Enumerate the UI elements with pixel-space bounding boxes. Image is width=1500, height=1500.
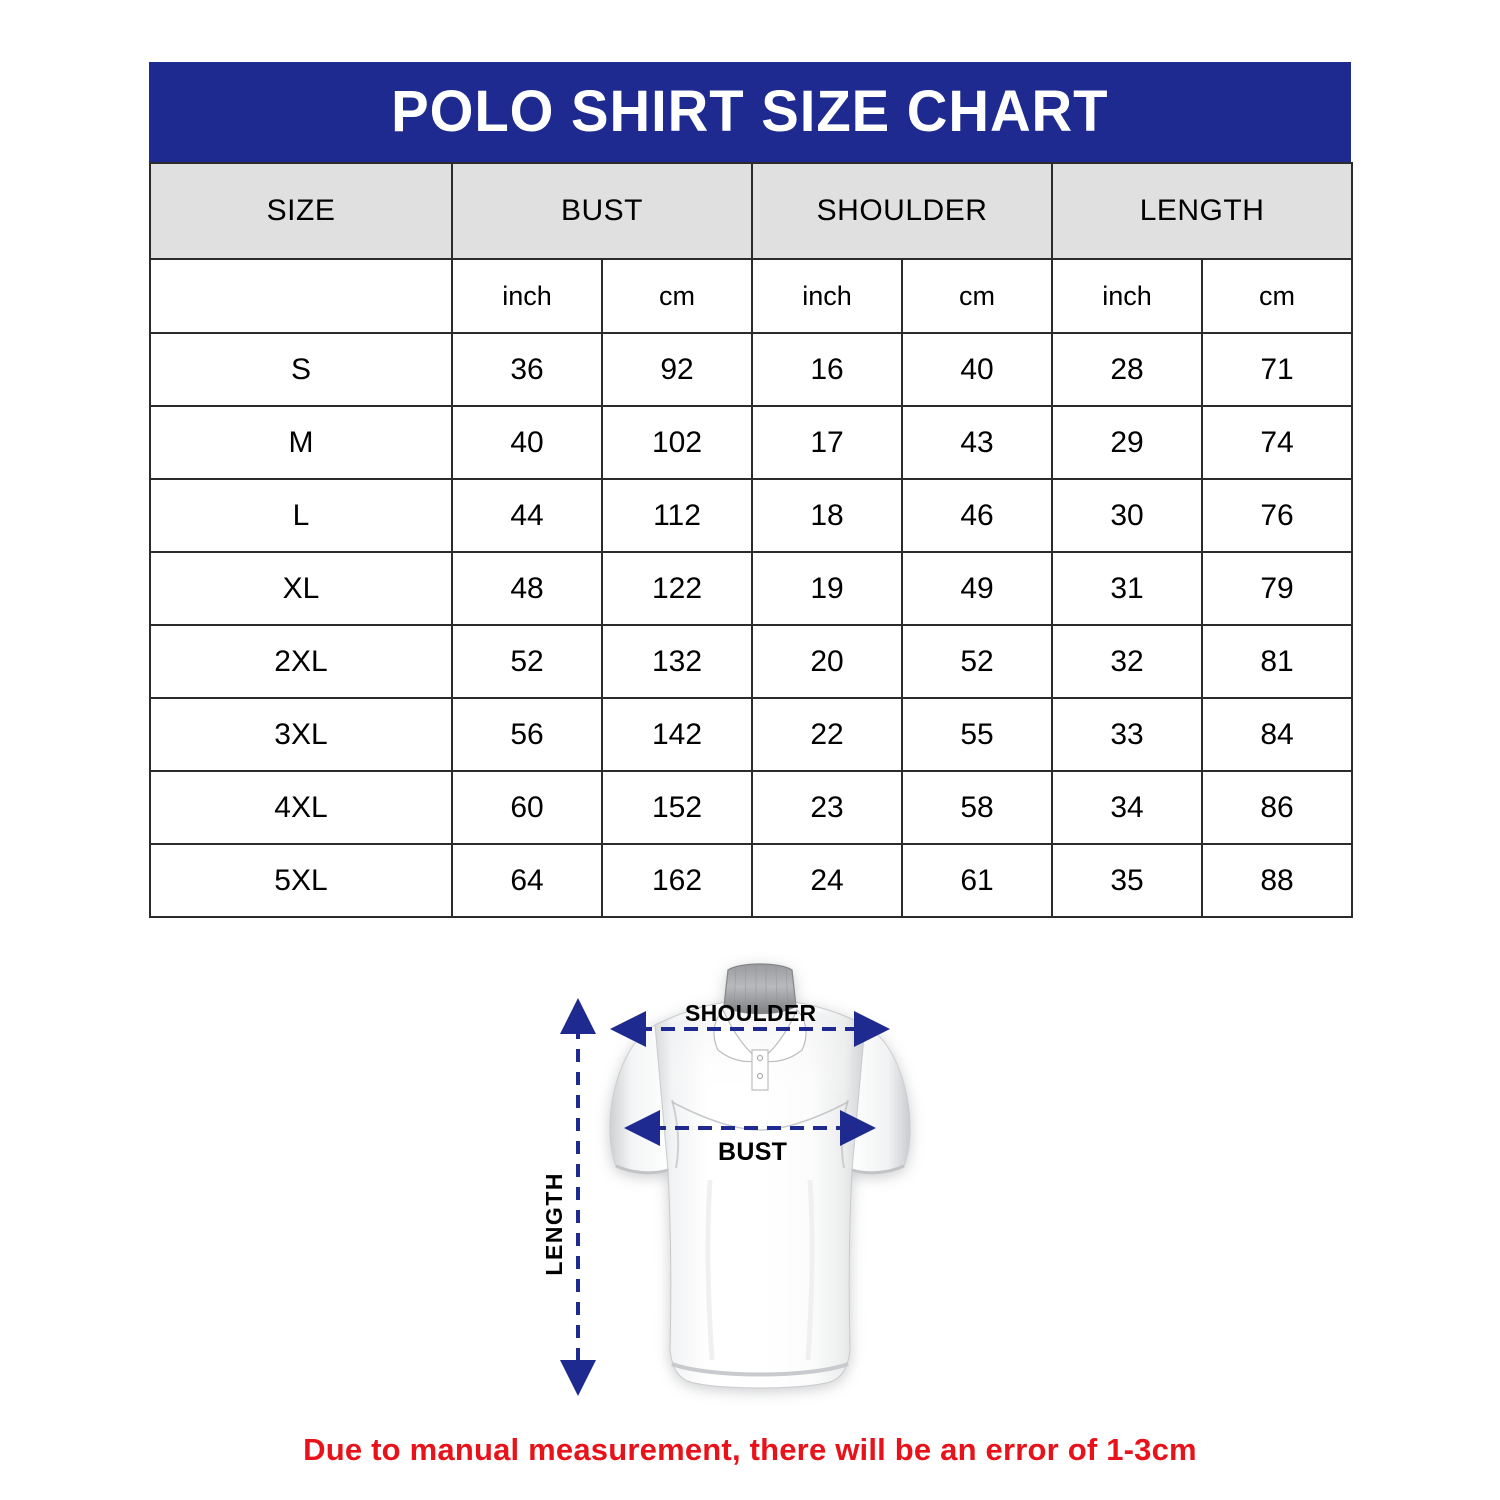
shoulder-label: SHOULDER (685, 1000, 817, 1026)
cell-shoulder-cm: 58 (901, 770, 1054, 845)
cell-length-cm: 76 (1201, 478, 1354, 553)
unit-header-shoulder-inch: inch (751, 258, 904, 334)
cell-bust-inch: 36 (451, 332, 603, 407)
cell-shoulder-inch: 18 (751, 478, 904, 553)
cell-shoulder-cm: 46 (901, 478, 1054, 553)
cell-bust-cm: 152 (600, 770, 754, 845)
button-top (756, 1054, 764, 1062)
table-row: 4XL 60 152 23 58 34 86 (149, 770, 1354, 845)
table-row: S 36 92 16 40 28 71 (149, 332, 1354, 407)
cell-shoulder-cm: 55 (901, 697, 1054, 772)
cell-shoulder-inch: 24 (751, 843, 904, 918)
cell-length-inch: 29 (1051, 405, 1204, 480)
cell-bust-cm: 92 (600, 332, 754, 407)
cell-length-inch: 35 (1051, 843, 1204, 918)
cell-bust-inch: 48 (451, 551, 603, 626)
cell-shoulder-inch: 20 (751, 624, 904, 699)
size-chart-table: SIZE BUST SHOULDER LENGTH inch cm inch c… (149, 162, 1354, 918)
fold-right (805, 1179, 815, 1361)
bottom-hem (671, 1362, 849, 1377)
unit-header-shoulder-cm: cm (901, 258, 1054, 334)
cell-shoulder-cm: 43 (901, 405, 1054, 480)
table-row: M 40 102 17 43 29 74 (149, 405, 1354, 480)
cell-size: 2XL (149, 624, 453, 699)
cell-length-cm: 81 (1201, 624, 1354, 699)
table-row: 3XL 56 142 22 55 33 84 (149, 697, 1354, 772)
table-row: L 44 112 18 46 30 76 (149, 478, 1354, 553)
size-chart-body: S 36 92 16 40 28 71 M 40 102 17 43 29 74… (149, 332, 1354, 918)
cell-bust-cm: 102 (600, 405, 754, 480)
cell-length-inch: 32 (1051, 624, 1204, 699)
cell-size: 4XL (149, 770, 453, 845)
cell-shoulder-cm: 61 (901, 843, 1054, 918)
cell-length-cm: 74 (1201, 405, 1354, 480)
shirt-body-group (609, 963, 911, 1389)
cell-bust-inch: 60 (451, 770, 603, 845)
cell-size: XL (149, 551, 453, 626)
cell-bust-inch: 64 (451, 843, 603, 918)
cell-length-inch: 28 (1051, 332, 1204, 407)
unit-header-length-inch: inch (1051, 258, 1204, 334)
cell-bust-inch: 56 (451, 697, 603, 772)
column-header-shoulder: SHOULDER (751, 162, 1054, 260)
size-chart-container: POLO SHIRT SIZE CHART SIZE BUST SHOULDER… (149, 62, 1354, 918)
cell-bust-inch: 44 (451, 478, 603, 553)
page-title: POLO SHIRT SIZE CHART (391, 79, 1109, 144)
table-row: 2XL 52 132 20 52 32 81 (149, 624, 1354, 699)
cell-shoulder-cm: 52 (901, 624, 1054, 699)
length-label: LENGTH (541, 1172, 567, 1276)
cell-shoulder-cm: 40 (901, 332, 1054, 407)
button-placket (751, 1049, 769, 1091)
cell-bust-cm: 142 (600, 697, 754, 772)
cell-bust-cm: 132 (600, 624, 754, 699)
cell-size: M (149, 405, 453, 480)
table-row: XL 48 122 19 49 31 79 (149, 551, 1354, 626)
measurement-diagram: SHOULDER BUST LENGTH (0, 950, 1500, 1420)
table-row: 5XL 64 162 24 61 35 88 (149, 843, 1354, 918)
cell-length-cm: 86 (1201, 770, 1354, 845)
cell-size: 5XL (149, 843, 453, 918)
cell-shoulder-inch: 22 (751, 697, 904, 772)
cell-length-cm: 79 (1201, 551, 1354, 626)
bust-label: BUST (718, 1138, 788, 1166)
cell-size: L (149, 478, 453, 553)
cell-size: 3XL (149, 697, 453, 772)
cell-bust-cm: 112 (600, 478, 754, 553)
cell-length-cm: 84 (1201, 697, 1354, 772)
cell-size: S (149, 332, 453, 407)
cell-bust-inch: 40 (451, 405, 603, 480)
cell-shoulder-inch: 19 (751, 551, 904, 626)
collar-ribbing (733, 964, 789, 1013)
fold-left (705, 1179, 715, 1361)
left-cuff (615, 1164, 669, 1175)
cell-shoulder-cm: 49 (901, 551, 1054, 626)
cell-length-inch: 31 (1051, 551, 1204, 626)
column-header-bust: BUST (450, 162, 754, 260)
cell-bust-cm: 162 (600, 843, 754, 918)
column-header-length: LENGTH (1051, 162, 1354, 260)
table-header-unit-row: inch cm inch cm inch cm (149, 258, 1354, 334)
right-cuff (851, 1164, 905, 1175)
cell-length-inch: 33 (1051, 697, 1204, 772)
cell-bust-cm: 122 (600, 551, 754, 626)
cell-length-cm: 88 (1201, 843, 1354, 918)
cell-length-inch: 30 (1051, 478, 1204, 553)
unit-header-length-cm: cm (1201, 258, 1354, 334)
unit-header-bust-inch: inch (451, 258, 603, 334)
column-header-size: SIZE (149, 162, 453, 260)
unit-header-blank (149, 258, 453, 334)
cell-bust-inch: 52 (451, 624, 603, 699)
table-header-group-row: SIZE BUST SHOULDER LENGTH (149, 162, 1354, 260)
cell-length-inch: 34 (1051, 770, 1204, 845)
unit-header-bust-cm: cm (600, 258, 754, 334)
measurement-disclaimer: Due to manual measurement, there will be… (303, 1432, 1197, 1467)
cell-length-cm: 71 (1201, 332, 1354, 407)
button-bottom (756, 1072, 764, 1080)
chart-title-bar: POLO SHIRT SIZE CHART (149, 62, 1351, 162)
cell-shoulder-inch: 17 (751, 405, 904, 480)
cell-shoulder-inch: 23 (751, 770, 904, 845)
cell-shoulder-inch: 16 (751, 332, 904, 407)
